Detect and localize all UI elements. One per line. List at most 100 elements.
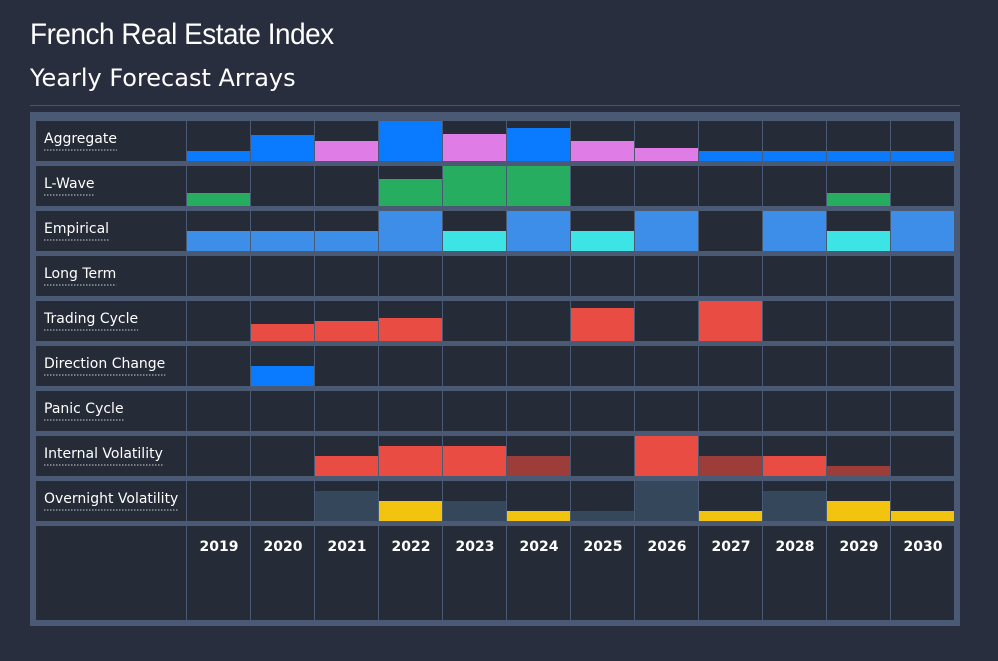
- year-tick-label: 2026: [648, 539, 687, 555]
- forecast-bar: [763, 151, 826, 161]
- grid-cell: [379, 256, 442, 296]
- row-label[interactable]: Overnight Volatility: [44, 491, 178, 507]
- grid-cell: [635, 391, 698, 431]
- forecast-bar: [891, 211, 954, 251]
- forecast-bar: [763, 456, 826, 476]
- year-tick-label: 2027: [712, 539, 751, 555]
- forecast-bar: [763, 491, 826, 521]
- grid-cell: [571, 346, 634, 386]
- row-l-wave: L-Wave: [36, 166, 954, 206]
- forecast-bar: [379, 211, 442, 251]
- row-label[interactable]: Aggregate: [44, 131, 117, 147]
- grid-cell: [315, 256, 378, 296]
- row-label[interactable]: Long Term: [44, 266, 116, 282]
- row-label[interactable]: Panic Cycle: [44, 401, 124, 417]
- grid-cell: [635, 256, 698, 296]
- title-divider: [30, 105, 960, 106]
- forecast-bar: [635, 436, 698, 476]
- grid-cell: [891, 391, 954, 431]
- forecast-bar: [507, 128, 570, 161]
- forecast-bar: [507, 211, 570, 251]
- year-column-cell: [251, 526, 314, 620]
- forecast-bar: [443, 446, 506, 476]
- grid-cell: [187, 301, 250, 341]
- forecast-bar: [443, 166, 506, 206]
- grid-cell: [891, 301, 954, 341]
- row-label[interactable]: Direction Change: [44, 356, 165, 372]
- forecast-bar: [699, 511, 762, 521]
- grid-cell: [699, 391, 762, 431]
- grid-cell: [827, 301, 890, 341]
- forecast-bar: [315, 231, 378, 251]
- forecast-bar: [315, 321, 378, 341]
- grid-cell: [571, 391, 634, 431]
- forecast-bar: [891, 151, 954, 161]
- row-empirical: Empirical: [36, 211, 954, 251]
- grid-cell: [187, 391, 250, 431]
- forecast-bar: [443, 501, 506, 521]
- grid-cell: [443, 391, 506, 431]
- grid-cell: [315, 346, 378, 386]
- grid-cell: [699, 346, 762, 386]
- forecast-bar: [251, 324, 314, 341]
- grid-cell: [635, 346, 698, 386]
- year-tick-label: 2019: [200, 539, 239, 555]
- forecast-bar: [635, 481, 698, 521]
- grid-cell: [827, 391, 890, 431]
- grid-cell: [507, 256, 570, 296]
- row-trading-cycle: Trading Cycle: [36, 301, 954, 341]
- row-label-cell: [36, 436, 186, 476]
- grid-cell: [507, 346, 570, 386]
- grid-cell: [507, 301, 570, 341]
- forecast-bar: [827, 151, 890, 161]
- forecast-bar: [827, 193, 890, 206]
- forecast-bar: [699, 456, 762, 476]
- forecast-bar: [251, 366, 314, 386]
- grid-cell: [571, 166, 634, 206]
- year-column-cell: [891, 526, 954, 620]
- year-column-cell: [699, 526, 762, 620]
- grid-cell: [891, 256, 954, 296]
- year-column-cell: [315, 526, 378, 620]
- year-column-cell: [763, 526, 826, 620]
- year-column-cell: [443, 526, 506, 620]
- row-label-cell: [36, 211, 186, 251]
- row-overnight-volatility: Overnight Volatility: [36, 481, 954, 521]
- forecast-bar: [379, 318, 442, 341]
- grid-cell: [187, 346, 250, 386]
- forecast-bar: [827, 231, 890, 251]
- grid-cell: [379, 391, 442, 431]
- grid-cell: [635, 166, 698, 206]
- forecast-bar: [635, 148, 698, 161]
- grid-cell: [251, 166, 314, 206]
- year-column-cell: [571, 526, 634, 620]
- page-subtitle: Yearly Forecast Arrays: [30, 64, 296, 92]
- year-column-cell: [827, 526, 890, 620]
- forecast-bar: [507, 456, 570, 476]
- year-axis: 2019 2020 2021 2022 2023 2024 2025 2026 2027 2028…: [36, 526, 955, 620]
- year-tick-label: 2021: [328, 539, 367, 555]
- grid-cell: [187, 436, 250, 476]
- grid-cell: [763, 256, 826, 296]
- year-tick-label: 2029: [840, 539, 879, 555]
- row-label[interactable]: Empirical: [44, 221, 109, 237]
- forecast-bar: [315, 491, 378, 521]
- grid-cell: [827, 256, 890, 296]
- forecast-bar: [315, 141, 378, 161]
- row-label[interactable]: Internal Volatility: [44, 446, 163, 462]
- row-label[interactable]: Trading Cycle: [43, 311, 138, 327]
- page-title: French Real Estate Index: [30, 18, 334, 51]
- forecast-bar: [315, 456, 378, 476]
- grid-cell: [315, 166, 378, 206]
- grid-cell: [443, 256, 506, 296]
- row-label[interactable]: L-Wave: [44, 176, 94, 192]
- forecast-bar: [379, 501, 442, 521]
- grid-cell: [251, 391, 314, 431]
- grid-cell: [763, 301, 826, 341]
- row-label-cell: [36, 346, 186, 386]
- forecast-bar: [251, 135, 314, 161]
- year-tick-label: 2023: [456, 539, 495, 555]
- forecast-bar: [827, 466, 890, 476]
- forecast-bar: [443, 231, 506, 251]
- forecast-array-chart: Aggregate L-Wave Empirical Long Term Trading…: [36, 121, 955, 620]
